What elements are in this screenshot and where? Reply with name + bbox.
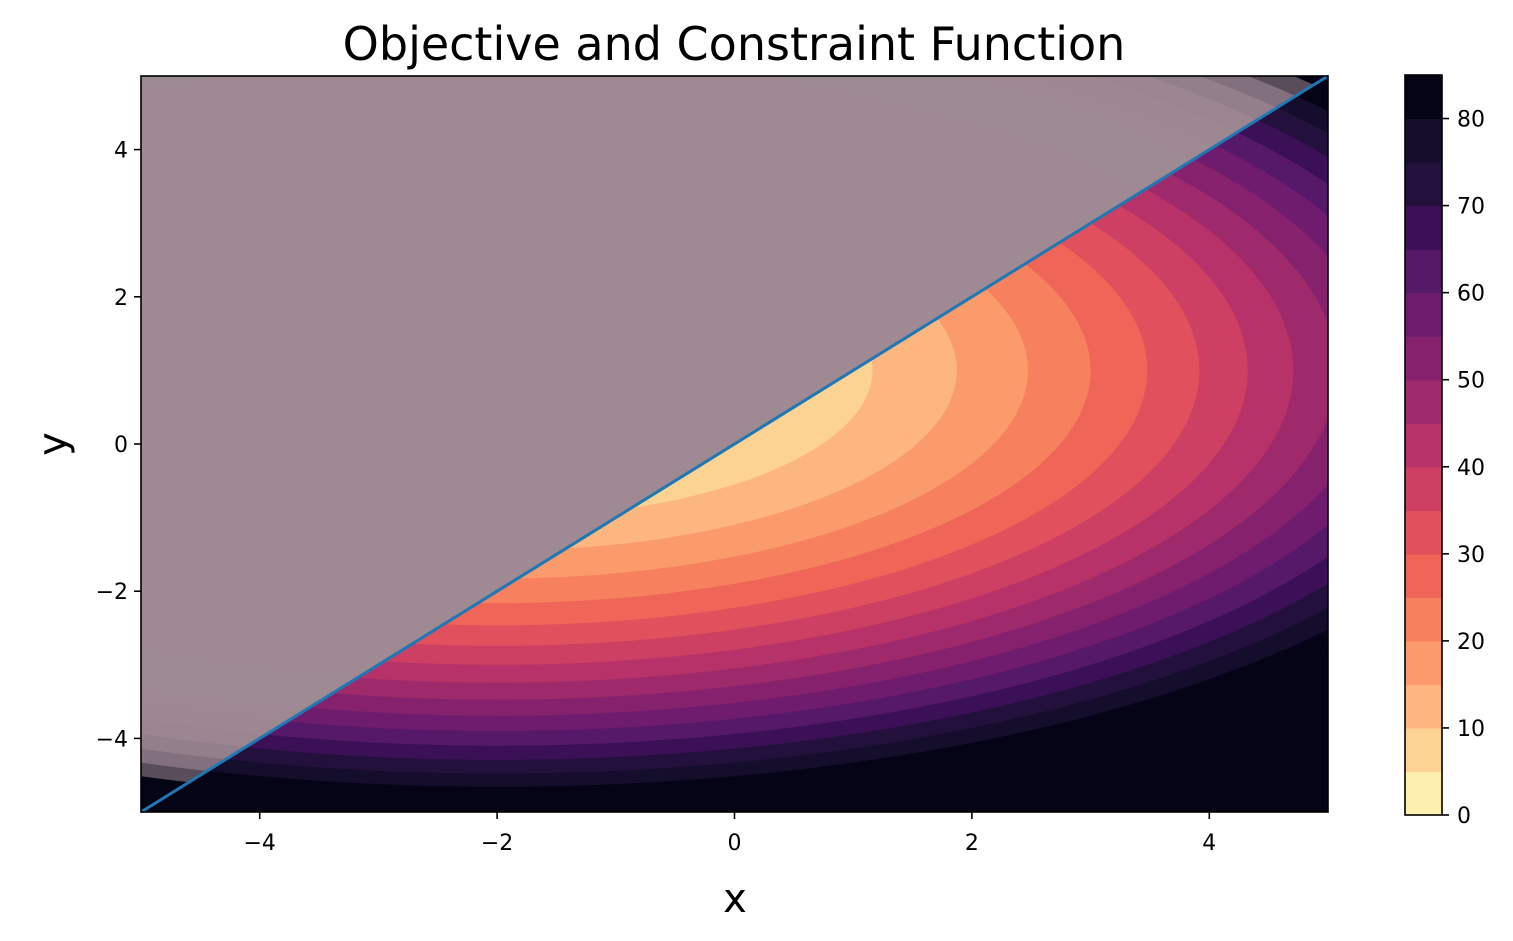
y-tick-label: −2: [96, 580, 128, 605]
shaded-contour-band-0-5: [231, 266, 763, 475]
colorbar-segment: [1405, 510, 1442, 555]
chart-title: Objective and Constraint Function: [343, 17, 1126, 71]
y-axis-label: y: [30, 432, 76, 456]
colorbar-segment: [1405, 597, 1442, 642]
x-tick-label: 0: [728, 831, 742, 856]
plot-area: [141, 76, 1328, 812]
y-tick-label: −4: [96, 727, 128, 752]
colorbar-tick-label: 20: [1457, 630, 1485, 655]
colorbar-segment: [1405, 292, 1442, 337]
colorbar-segment: [1405, 684, 1442, 729]
colorbar: 0 10 20 30 40 50 60 70 80: [1404, 74, 1485, 829]
constraint-line: [140, 74, 1329, 814]
colorbar-segment: [1405, 727, 1442, 773]
y-tick-label: 2: [114, 286, 128, 311]
colorbar-tick-label: 70: [1457, 195, 1485, 220]
colorbar-segment: [1405, 640, 1442, 686]
colorbar-segment: [1405, 75, 1442, 120]
colorbar-tick-label: 40: [1457, 456, 1485, 481]
colorbar-tick-label: 30: [1457, 543, 1485, 568]
x-axis-label: x: [723, 876, 747, 922]
x-tick-label: 4: [1202, 831, 1216, 856]
colorbar-tick-label: 0: [1457, 804, 1471, 829]
colorbar-tick-label: 60: [1457, 282, 1485, 307]
x-tick-label: 2: [965, 831, 979, 856]
colorbar-segment: [1405, 118, 1442, 163]
colorbar-segment: [1405, 205, 1442, 250]
colorbar-tick-label: 50: [1457, 369, 1485, 394]
colorbar-tick-label: 10: [1457, 717, 1485, 742]
colorbar-segment: [1405, 553, 1442, 598]
colorbar-segment: [1405, 336, 1442, 381]
y-tick-label: 0: [114, 433, 128, 458]
colorbar-segment: [1405, 379, 1442, 424]
colorbar-segment: [1405, 466, 1442, 511]
y-tick-label: 4: [114, 139, 128, 164]
y-axis: −4 −2 0 2 4: [96, 139, 141, 752]
colorbar-tick-label: 80: [1457, 108, 1485, 133]
colorbar-segment: [1405, 162, 1442, 207]
colorbar-frame: [1404, 74, 1443, 816]
x-tick-label: −2: [481, 831, 513, 856]
colorbar-segment: [1405, 771, 1442, 816]
colorbar-segment: [1405, 423, 1442, 468]
colorbar-segment: [1405, 249, 1442, 294]
x-axis: −4 −2 0 2 4: [243, 812, 1216, 856]
x-tick-label: −4: [243, 831, 275, 856]
